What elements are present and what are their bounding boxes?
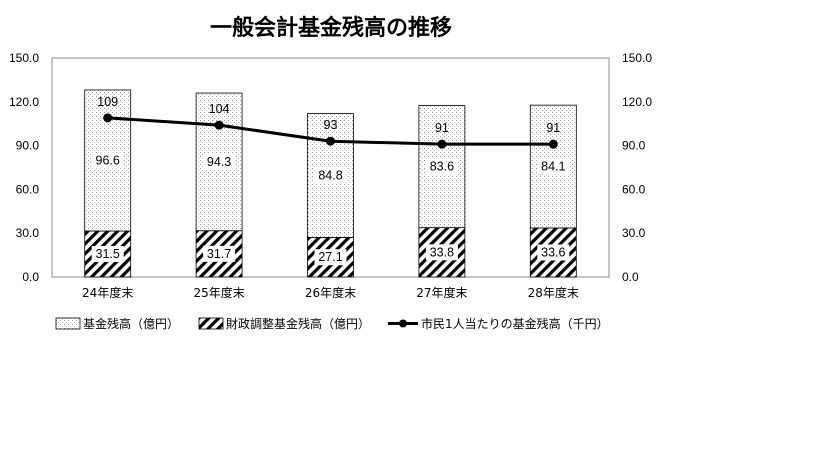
legend-item-per-capita: 市民1人当たりの基金残高（千円） (388, 316, 609, 331)
y-axis-right: 0.0 30.0 60.0 90.0 120.0 150.0 (622, 51, 652, 284)
data-label-per-capita: 109 (97, 95, 118, 109)
data-label-fund: 96.6 (96, 153, 120, 167)
legend-item-fund: 基金残高（億円） (55, 316, 179, 331)
y-tick-label-left: 0.0 (22, 270, 39, 284)
y-tick-label-right: 120.0 (622, 95, 652, 109)
line-point (326, 136, 335, 146)
line-series: 109 104 93 91 91 (97, 95, 560, 149)
line-point (437, 139, 447, 149)
y-tick-label-right: 60.0 (622, 182, 646, 196)
y-tick-label-left: 30.0 (16, 226, 40, 240)
y-tick-label-right: 90.0 (622, 139, 646, 153)
legend-label-adjustment-fund: 財政調整基金残高（億円） (226, 316, 370, 331)
y-axis-left: 0.0 30.0 60.0 90.0 120.0 150.0 (9, 51, 39, 284)
data-label-bg (203, 153, 236, 170)
legend-item-adjustment-fund: 財政調整基金残高（億円） (198, 316, 370, 331)
legend-marker-per-capita (399, 319, 407, 328)
data-label-fund: 84.1 (541, 160, 565, 174)
y-tick-label-right: 0.0 (622, 270, 639, 284)
y-tick-label-left: 120.0 (9, 95, 39, 109)
category-labels: 24年度末 25年度末 26年度末 27年度末 28年度末 (82, 285, 579, 300)
x-tick-label: 27年度末 (416, 285, 467, 300)
data-label-bg (91, 152, 124, 169)
data-label-bg (314, 249, 347, 266)
bars: 96.6 31.5 94.3 31.7 84.8 27.1 83.6 33.8 84.1 33.6 (84, 89, 577, 278)
y-tick-label-right: 30.0 (622, 226, 646, 240)
data-label-adjustment-fund: 33.8 (430, 245, 454, 259)
legend-label-fund: 基金残高（億円） (83, 316, 179, 331)
y-tick-label-left: 60.0 (16, 182, 40, 196)
data-label-adjustment-fund: 31.5 (96, 247, 120, 261)
data-label-bg (537, 244, 570, 261)
line-point (548, 139, 558, 149)
data-label-bg (537, 158, 570, 175)
y-tick-label-left: 150.0 (9, 51, 39, 65)
data-label-bg (425, 244, 458, 261)
legend-label-per-capita: 市民1人当たりの基金残高（千円） (421, 316, 609, 331)
data-label-bg (314, 167, 347, 184)
x-tick-label: 28年度末 (528, 285, 579, 300)
legend-swatch-adjustment-fund (198, 317, 224, 330)
data-label-per-capita: 104 (209, 102, 230, 116)
x-tick-label: 25年度末 (193, 285, 244, 300)
data-label-adjustment-fund: 27.1 (318, 250, 342, 264)
x-tick-label: 26年度末 (305, 285, 356, 300)
y-tick-label-left: 90.0 (16, 139, 40, 153)
y-tick-label-right: 150.0 (622, 51, 652, 65)
data-label-adjustment-fund: 33.6 (541, 245, 565, 259)
data-label-fund: 83.6 (430, 160, 454, 174)
data-label-fund: 84.8 (318, 169, 342, 183)
data-label-fund: 94.3 (207, 155, 231, 169)
data-label-per-capita: 93 (324, 118, 338, 132)
line-point (103, 113, 113, 123)
x-tick-label: 24年度末 (82, 285, 133, 300)
line-point (214, 120, 224, 130)
data-label-bg (91, 246, 124, 263)
chart-title: 一般会計基金残高の推移 (210, 15, 452, 41)
legend-swatch-fund (55, 317, 81, 330)
data-label-per-capita: 91 (435, 121, 449, 135)
data-label-adjustment-fund: 31.7 (207, 247, 231, 261)
legend: 基金残高（億円） 財政調整基金残高（億円） 市民1人当たりの基金残高（千円） (55, 316, 609, 331)
data-label-bg (425, 158, 458, 175)
data-label-per-capita: 91 (546, 121, 560, 135)
data-label-bg (203, 245, 236, 262)
